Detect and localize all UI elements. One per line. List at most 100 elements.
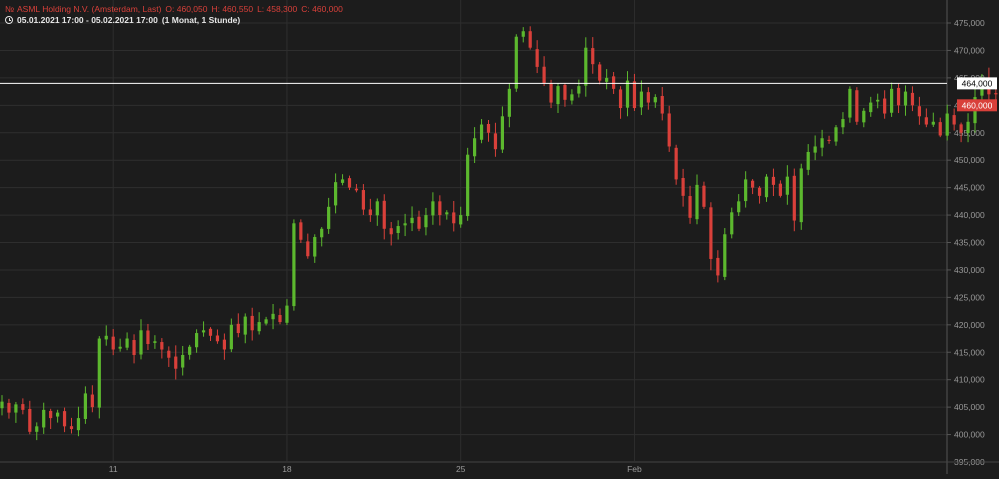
instrument-header: № ASML Holding N.V. (Amsterdam, Last) O: 4… bbox=[5, 4, 347, 14]
candle bbox=[354, 184, 359, 193]
candle bbox=[632, 73, 637, 112]
candle bbox=[139, 319, 143, 360]
candle bbox=[528, 26, 532, 50]
period-header: 05.01.2021 17:00 - 05.02.2021 17:00 (1 Mo… bbox=[5, 15, 244, 25]
candle-body bbox=[938, 122, 942, 136]
candle-body bbox=[577, 86, 581, 94]
candle-body bbox=[771, 176, 776, 185]
candle bbox=[340, 174, 345, 186]
candle-body bbox=[236, 323, 240, 334]
candle-body bbox=[500, 116, 504, 150]
candle-body bbox=[737, 201, 741, 213]
candle-body bbox=[473, 138, 477, 157]
candle-body bbox=[174, 356, 178, 369]
candle-body bbox=[723, 234, 727, 277]
candle-body bbox=[459, 215, 463, 225]
candle-body bbox=[403, 223, 407, 226]
candle bbox=[42, 402, 46, 434]
candle bbox=[591, 37, 595, 74]
candle bbox=[146, 323, 150, 350]
candle bbox=[83, 386, 87, 424]
candle-body bbox=[111, 336, 115, 350]
close-value: C: 460,000 bbox=[301, 4, 343, 14]
candle-body bbox=[69, 426, 74, 430]
candle-body bbox=[479, 124, 484, 140]
candle bbox=[674, 144, 678, 185]
gridlines bbox=[0, 0, 947, 463]
candle bbox=[625, 71, 630, 117]
x-tick-label: 25 bbox=[456, 464, 466, 474]
candle-body bbox=[556, 86, 560, 105]
candle bbox=[35, 422, 39, 441]
candle-body bbox=[667, 113, 671, 147]
candle-body bbox=[486, 123, 491, 133]
candle bbox=[681, 168, 685, 207]
candle bbox=[563, 83, 567, 107]
candle-body bbox=[695, 184, 699, 220]
candle-body bbox=[584, 47, 588, 86]
candle bbox=[667, 105, 671, 152]
x-tick-label: 18 bbox=[282, 464, 292, 474]
candle bbox=[132, 334, 136, 364]
candle-body bbox=[188, 346, 192, 355]
candle-body bbox=[382, 200, 386, 229]
candle bbox=[521, 27, 525, 43]
candle-body bbox=[299, 222, 303, 240]
candle bbox=[76, 406, 81, 437]
candle bbox=[479, 119, 484, 144]
candle bbox=[201, 321, 206, 337]
instrument-name: ASML Holding N.V. (Amsterdam, Last) bbox=[17, 4, 162, 14]
candle bbox=[966, 113, 970, 143]
candle bbox=[834, 125, 838, 146]
candle-body bbox=[125, 338, 129, 348]
candle bbox=[403, 213, 407, 237]
candle bbox=[459, 206, 463, 228]
candle bbox=[285, 299, 289, 326]
candle-body bbox=[208, 328, 213, 336]
candle-body bbox=[21, 404, 25, 410]
candle-body bbox=[653, 97, 657, 103]
candle-body bbox=[7, 402, 11, 413]
date-range: 05.01.2021 17:00 - 05.02.2021 17:00 bbox=[17, 15, 158, 25]
candle bbox=[181, 345, 185, 376]
candle bbox=[69, 417, 74, 434]
candle-body bbox=[250, 315, 254, 331]
candle-body bbox=[104, 335, 108, 340]
candle-body bbox=[931, 121, 935, 125]
candle bbox=[757, 186, 762, 204]
candle bbox=[813, 135, 817, 161]
candle-body bbox=[869, 102, 873, 113]
candle-body bbox=[632, 81, 637, 109]
candle bbox=[570, 89, 574, 105]
candle bbox=[792, 168, 796, 232]
candle-body bbox=[688, 196, 692, 218]
candle-body bbox=[883, 98, 887, 114]
candle-body bbox=[598, 64, 602, 81]
candle-body bbox=[702, 185, 706, 207]
candle bbox=[764, 174, 769, 202]
interval-label: (1 Monat, 1 Stunde) bbox=[161, 15, 241, 25]
candle-body bbox=[493, 133, 498, 150]
candle bbox=[56, 409, 60, 423]
candle-body bbox=[354, 188, 359, 191]
candle-body bbox=[514, 36, 518, 89]
candle bbox=[744, 171, 748, 208]
candle-body bbox=[271, 313, 275, 320]
candle-body bbox=[945, 113, 949, 136]
candle-body bbox=[181, 354, 185, 368]
candle bbox=[493, 122, 498, 157]
candle bbox=[160, 338, 164, 359]
candle bbox=[896, 83, 901, 114]
candle bbox=[236, 313, 240, 338]
candle-body bbox=[681, 178, 685, 196]
candle-body bbox=[521, 31, 525, 37]
candle bbox=[320, 227, 324, 247]
candle bbox=[62, 407, 67, 433]
y-tick-label: 410,000 bbox=[954, 375, 985, 385]
candle bbox=[250, 307, 254, 341]
crosshair-badge bbox=[957, 77, 997, 90]
candle bbox=[375, 198, 379, 226]
candle-body bbox=[917, 106, 921, 117]
candle-body bbox=[417, 216, 421, 229]
